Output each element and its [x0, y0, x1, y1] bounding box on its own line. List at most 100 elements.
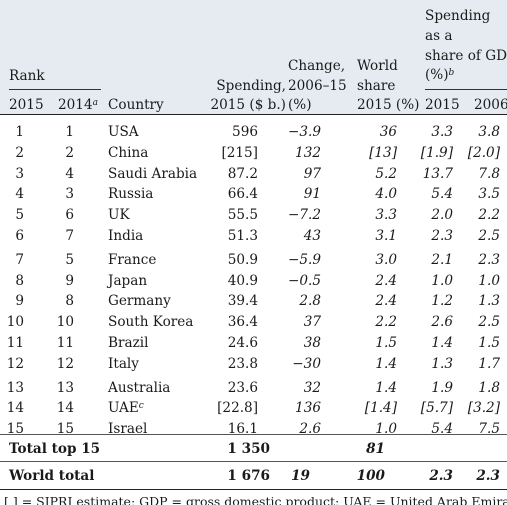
gdp-2015-value: [1.9] [420, 144, 453, 161]
gdp-2015-value: [5.7] [420, 400, 453, 417]
change-value: 43 [303, 228, 321, 244]
country-header: Country [108, 97, 164, 113]
spending-header-1: Spending, [216, 78, 286, 94]
change-value: 97 [303, 165, 321, 182]
spending-value: [22.8] [217, 400, 258, 417]
total-gdp-2015: 2.3 [429, 468, 453, 484]
spending-value: 36.4 [227, 314, 258, 331]
world-share-value: 36 [379, 124, 397, 140]
world-share-value: 4.0 [375, 186, 397, 203]
world-share-value: 3.1 [375, 228, 397, 244]
country-name: Israel [108, 421, 148, 438]
change-value: −30 [292, 355, 321, 372]
world-share-value: [1.4] [364, 400, 397, 417]
spending-value: 596 [232, 124, 258, 140]
gdp-header-1: Spending [425, 8, 491, 24]
rank-2015: 13 [6, 379, 24, 396]
world-share-value: 2.2 [375, 314, 397, 331]
world-share-value: 3.0 [375, 251, 397, 268]
totals-rule-1 [0, 434, 507, 435]
rank-2014: 7 [65, 228, 74, 244]
spending-value: 87.2 [227, 165, 258, 182]
rank-2015: 3 [15, 165, 24, 182]
world-share-value: 1.4 [375, 379, 397, 396]
gdp-2015-value: 1.0 [431, 272, 453, 289]
rank-2015: 1 [15, 124, 24, 140]
change-header-1: Change, [288, 58, 346, 74]
spending-value: 16.1 [227, 421, 258, 438]
header-rule [0, 114, 507, 115]
world-share-header-1: World [357, 58, 398, 74]
change-value: 132 [295, 144, 321, 161]
rank-2015: 8 [15, 272, 24, 289]
gdp-2006-value: 7.5 [478, 421, 500, 438]
change-value: −3.9 [287, 124, 321, 140]
rank-2014: 12 [56, 355, 74, 372]
world-share-header-2: share [357, 78, 396, 94]
gdp-2015-value: 1.3 [431, 355, 453, 372]
rank-2015-header: 2015 [9, 97, 44, 113]
country-name: Italy [108, 355, 139, 372]
gdp-2006-value: 1.7 [478, 355, 500, 372]
gdp-underline [425, 89, 507, 90]
gdp-2015-value: 2.0 [431, 207, 453, 224]
spending-value: 51.3 [227, 228, 258, 244]
spending-value: 23.6 [227, 379, 258, 396]
world-share-value: 1.0 [375, 421, 397, 438]
world-share-value: 1.5 [375, 335, 397, 351]
change-header-3: (%) [288, 97, 312, 113]
rank-underline [9, 89, 101, 90]
bottom-rule [0, 489, 507, 490]
country-name: Japan [108, 272, 148, 289]
country-name: USA [108, 124, 139, 140]
spending-value: [215] [221, 144, 258, 161]
world-share-value: 1.4 [375, 355, 397, 372]
country-name: Germany [108, 293, 171, 310]
spending-header-2: 2015 ($ b.) [210, 97, 286, 113]
gdp-2006-value: 2.5 [478, 314, 500, 331]
change-value: 32 [303, 379, 321, 396]
rank-2014: 13 [56, 379, 74, 396]
total-spending: 1 676 [227, 468, 270, 484]
spending-value: 50.9 [227, 251, 258, 268]
spending-value: 40.9 [227, 272, 258, 289]
country-name: India [108, 228, 144, 244]
rank-2014: 5 [65, 251, 74, 268]
rank-2015: 7 [15, 251, 24, 268]
spending-value: 39.4 [227, 293, 258, 310]
rank-2014: 14 [56, 400, 74, 417]
country-name: UAEc [108, 400, 144, 417]
total-world-share: 81 [366, 441, 385, 457]
footnote: [ ] = SIPRI estimate; GDP = gross domest… [4, 494, 507, 505]
gdp-2006-value: 3.5 [478, 186, 500, 203]
total-label: World total [9, 468, 95, 484]
rank-2014: 4 [65, 165, 74, 182]
gdp-2006-value: 1.0 [478, 272, 500, 289]
change-value: 2.8 [299, 293, 321, 310]
gdp-2015-value: 3.3 [431, 124, 453, 140]
rank-2015: 15 [6, 421, 24, 438]
total-label: Total top 15 [9, 441, 101, 457]
gdp-header-2: as a [425, 28, 453, 44]
gdp-2015-header: 2015 [425, 97, 460, 113]
rank-2014: 11 [56, 335, 74, 351]
country-name: Russia [108, 186, 154, 203]
gdp-2006-value: [2.0] [467, 144, 500, 161]
change-value: 37 [303, 314, 321, 331]
rank-2015: 14 [6, 400, 24, 417]
rank-2014: 2 [65, 144, 74, 161]
gdp-2015-value: 2.6 [431, 314, 453, 331]
gdp-2015-value: 1.2 [431, 293, 453, 310]
rank-2015: 5 [15, 207, 24, 224]
country-name: China [108, 144, 149, 161]
country-name: Brazil [108, 335, 149, 351]
gdp-2015-value: 2.3 [431, 228, 453, 244]
spending-value: 55.5 [227, 207, 258, 224]
rank-2014-header: 2014a [58, 97, 98, 113]
rank-header: Rank [9, 68, 45, 84]
total-gdp-2006: 2.3 [476, 468, 500, 484]
change-value: −5.9 [287, 251, 321, 268]
world-share-value: 2.4 [375, 272, 397, 289]
gdp-2015-value: 5.4 [431, 186, 453, 203]
